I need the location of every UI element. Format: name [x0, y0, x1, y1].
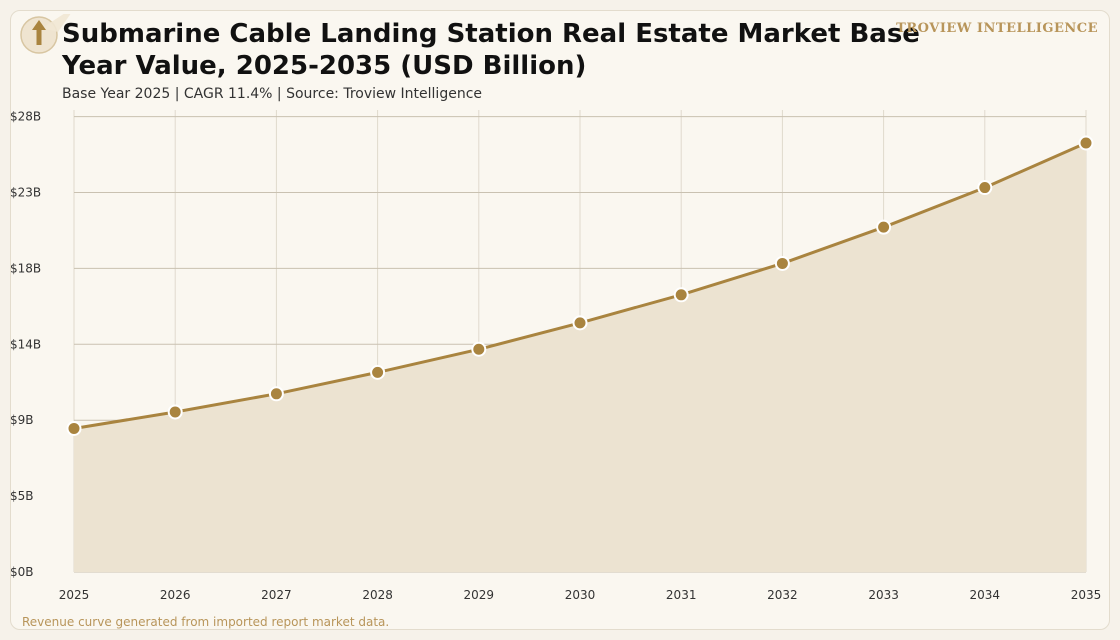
data-point[interactable]	[774, 255, 790, 271]
x-tick-label: 2030	[565, 588, 596, 602]
data-point[interactable]	[268, 386, 284, 402]
chart-title: Submarine Cable Landing Station Real Est…	[62, 19, 920, 81]
data-markers	[66, 135, 1094, 436]
x-tick-label: 2031	[666, 588, 697, 602]
y-tick-label: $9B	[10, 413, 34, 427]
data-point[interactable]	[167, 404, 183, 420]
data-point[interactable]	[876, 219, 892, 235]
x-tick-label: 2035	[1071, 588, 1102, 602]
y-axis-ticks: $0B $5B $9B $14B $18B $23B $28B	[10, 110, 41, 579]
data-point[interactable]	[977, 180, 993, 196]
data-point[interactable]	[572, 315, 588, 331]
x-tick-label: 2025	[59, 588, 90, 602]
data-point[interactable]	[1078, 135, 1094, 151]
footnote: Revenue curve generated from imported re…	[22, 615, 390, 629]
y-tick-label: $0B	[10, 565, 34, 579]
y-tick-label: $28B	[10, 110, 41, 124]
trend-up-arrow-icon	[20, 14, 71, 54]
brand-label: TROVIEW INTELLIGENCE	[896, 21, 1098, 36]
x-axis-ticks: 2025 2026 2027 2028 2029 2030 2031 2032 2033 2034…	[59, 588, 1102, 602]
chart-subtitle: Base Year 2025 | CAGR 11.4% | Source: Tr…	[62, 86, 483, 102]
x-tick-label: 2028	[362, 588, 393, 602]
x-tick-label: 2026	[160, 588, 191, 602]
y-tick-label: $23B	[10, 186, 41, 200]
y-tick-label: $14B	[10, 337, 41, 351]
data-point[interactable]	[370, 364, 386, 380]
y-tick-label: $5B	[10, 489, 34, 503]
x-tick-label: 2034	[970, 588, 1001, 602]
x-tick-label: 2029	[464, 588, 495, 602]
data-point[interactable]	[66, 420, 82, 436]
x-tick-label: 2033	[868, 588, 899, 602]
x-tick-label: 2032	[767, 588, 798, 602]
area-fill	[74, 143, 1086, 572]
data-point[interactable]	[471, 341, 487, 357]
y-tick-label: $18B	[10, 261, 41, 275]
data-point[interactable]	[673, 287, 689, 303]
x-tick-label: 2027	[261, 588, 292, 602]
